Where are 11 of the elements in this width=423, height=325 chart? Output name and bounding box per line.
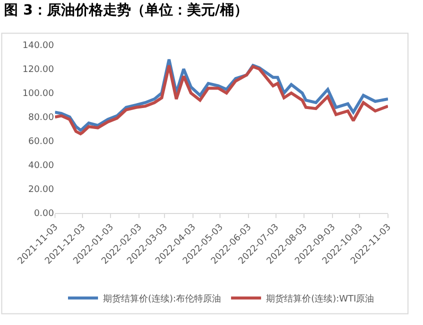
legend-label: 期货结算价(连续):WTI原油 (266, 294, 374, 305)
y-tick-label: 40.00 (28, 161, 54, 172)
y-tick-label: 0.00 (34, 209, 54, 220)
y-tick-label: 100.00 (22, 89, 54, 100)
y-tick-label: 140.00 (22, 41, 54, 52)
chart-title: 图 3：原油价格走势（单位：美元/桶） (4, 2, 248, 19)
y-tick-label: 60.00 (28, 137, 54, 148)
legend-label: 期货结算价(连续):布伦特原油 (103, 294, 222, 305)
y-tick-label: 120.00 (22, 65, 54, 76)
y-tick-label: 20.00 (28, 185, 54, 196)
y-tick-label: 80.00 (28, 113, 54, 124)
